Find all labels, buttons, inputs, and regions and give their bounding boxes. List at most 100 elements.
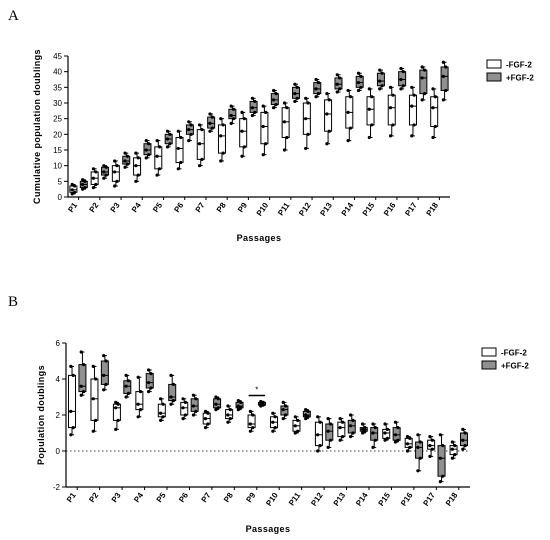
x-tick-label-p14: P14 — [354, 491, 370, 508]
data-point — [420, 76, 424, 80]
data-point — [123, 165, 127, 169]
data-point — [371, 445, 375, 449]
data-point — [272, 106, 276, 110]
data-point — [81, 178, 85, 182]
data-point — [328, 422, 333, 426]
data-point — [371, 422, 375, 426]
data-point — [197, 164, 202, 168]
x-tick-label-p17: P17 — [421, 491, 437, 508]
data-point — [383, 431, 387, 435]
box-iqr — [260, 111, 269, 145]
box-minus-fgf2-p2 — [90, 364, 99, 433]
data-point — [340, 435, 345, 439]
data-point — [338, 76, 342, 80]
data-point — [136, 375, 140, 379]
data-point — [293, 82, 297, 86]
box-plus-fgf2-p7 — [207, 112, 216, 133]
data-point — [91, 167, 96, 171]
x-axis-title: Passages — [246, 524, 291, 534]
data-point — [102, 373, 106, 377]
data-point — [251, 413, 255, 417]
x-tick-label-p6: P6 — [177, 491, 190, 505]
box-minus-fgf2-p14 — [345, 88, 354, 143]
data-point — [391, 123, 395, 127]
data-point — [316, 81, 321, 85]
box-plus-fgf2-p6 — [185, 120, 194, 143]
y-tick-label: 0 — [56, 447, 61, 456]
data-point — [71, 373, 75, 377]
data-point — [165, 145, 170, 149]
data-point — [240, 110, 244, 114]
data-point — [176, 146, 180, 151]
data-point — [197, 142, 202, 146]
data-point — [216, 397, 220, 401]
data-point — [183, 413, 188, 417]
data-point — [144, 148, 148, 152]
legend-label: -FGF-2 — [501, 349, 527, 358]
x-tick-label-p5: P5 — [155, 491, 168, 505]
data-point — [138, 390, 143, 394]
data-point — [408, 445, 412, 449]
data-point — [338, 417, 342, 421]
data-point — [91, 429, 95, 433]
data-point — [79, 393, 83, 397]
data-point — [136, 402, 140, 406]
box-plus-fgf2-p10 — [270, 88, 279, 110]
data-point — [273, 415, 277, 419]
data-point — [271, 420, 275, 424]
x-tick-label-p1: P1 — [66, 201, 79, 215]
data-point — [91, 186, 96, 190]
data-point — [438, 433, 442, 437]
data-point — [248, 429, 252, 433]
data-point — [327, 98, 331, 102]
x-tick-label-p10: P10 — [255, 201, 271, 218]
data-point — [259, 399, 263, 404]
data-point — [126, 391, 131, 395]
data-point — [418, 456, 422, 460]
data-point — [295, 85, 299, 89]
data-point — [351, 418, 355, 422]
data-point — [104, 359, 108, 363]
data-point — [229, 104, 233, 108]
data-point — [157, 167, 162, 171]
data-point — [236, 404, 240, 408]
box-plus-fgf2-p10 — [280, 400, 289, 421]
y-tick-label: 2 — [56, 411, 61, 420]
data-point — [102, 164, 106, 168]
data-point — [335, 82, 339, 86]
data-point — [165, 129, 170, 133]
data-point — [340, 420, 345, 424]
data-point — [316, 449, 320, 453]
data-point — [236, 399, 240, 403]
data-point — [405, 442, 410, 446]
data-point — [210, 115, 214, 119]
data-point — [147, 142, 151, 146]
box-iqr — [111, 165, 120, 182]
data-point — [284, 413, 288, 417]
data-point — [373, 438, 377, 442]
data-point — [240, 154, 244, 158]
data-point — [293, 92, 297, 96]
data-point — [318, 420, 322, 424]
data-point — [114, 406, 118, 410]
significance-asterisk: * — [255, 386, 258, 395]
y-tick-label: 0 — [58, 193, 63, 202]
data-point — [461, 427, 465, 431]
x-tick-label-p12: P12 — [297, 201, 313, 218]
data-point — [179, 160, 183, 165]
x-tick-label-p8: P8 — [215, 201, 228, 215]
box-iqr — [239, 118, 248, 148]
data-point — [73, 190, 77, 194]
box-iqr — [78, 364, 87, 393]
data-point — [176, 167, 180, 171]
y-tick-label: 30 — [53, 99, 62, 108]
data-point — [191, 404, 196, 408]
data-point — [361, 431, 365, 435]
data-point — [219, 159, 223, 163]
box-minus-fgf2-p8 — [217, 117, 226, 163]
data-point — [259, 402, 263, 406]
data-point — [441, 98, 445, 102]
data-point — [453, 453, 457, 457]
box-plus-fgf2-p5 — [168, 373, 177, 406]
x-tick-label-p16: P16 — [399, 491, 415, 508]
